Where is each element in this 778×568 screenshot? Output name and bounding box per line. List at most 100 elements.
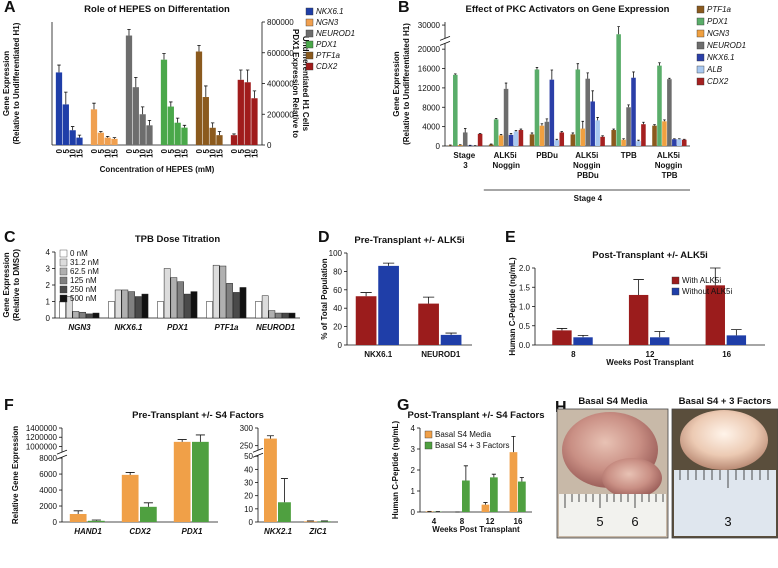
- bar: [590, 101, 595, 146]
- error-bar: [612, 128, 615, 131]
- error-bar: [210, 122, 215, 128]
- bar: [549, 79, 555, 146]
- error-bar: [463, 128, 467, 133]
- x-tick-label: 0: [125, 148, 134, 153]
- error-bar: [266, 435, 274, 439]
- y-axis-label: Relative Gene Expression: [11, 426, 20, 524]
- error-bar: [511, 436, 516, 453]
- bar: [230, 135, 238, 145]
- bar: [195, 51, 203, 145]
- x-tick-label: PDX1: [182, 527, 203, 536]
- y-tick-label: 1: [46, 298, 51, 307]
- bar: [173, 441, 191, 522]
- legend-label: PDX1: [707, 17, 728, 26]
- bar: [544, 121, 550, 146]
- axis-break-mark: [439, 35, 451, 41]
- bar: [183, 293, 191, 319]
- bar: [667, 79, 672, 146]
- y-tick-label: 20: [244, 492, 253, 501]
- ruler: [674, 470, 776, 536]
- error-bar: [280, 478, 288, 503]
- error-bar: [494, 118, 498, 120]
- bar: [275, 312, 282, 319]
- legend-swatch: [59, 285, 68, 294]
- legend-label: NKX6.1: [707, 53, 735, 62]
- y-tick-label: 60: [333, 286, 342, 295]
- y-tick-label: 0: [436, 142, 441, 151]
- legend-swatch: [696, 17, 705, 26]
- x-tick-label: 5: [62, 148, 71, 153]
- x-tick-label: 0: [55, 148, 64, 153]
- bar: [440, 334, 462, 345]
- bar: [657, 65, 662, 146]
- x-tick-label: NEUROD1: [256, 323, 296, 332]
- bar: [518, 130, 524, 146]
- legend-label: 31.2 nM: [70, 258, 99, 267]
- error-bar: [91, 519, 101, 521]
- axis-break-mark: [56, 454, 68, 460]
- legend-label: PTF1a: [707, 5, 732, 14]
- error-bar: [197, 44, 201, 52]
- x-tick-label: 15: [250, 148, 259, 157]
- legend-label: CDX2: [316, 62, 338, 71]
- bar: [108, 301, 115, 319]
- panel-letter: A: [4, 0, 16, 16]
- legend-label: CDX2: [707, 77, 729, 86]
- x-tick-label: 15: [75, 148, 84, 157]
- tissue: [680, 410, 768, 470]
- chart-title: Pre-Transplant +/- ALK5i: [354, 235, 464, 246]
- x-tick-label: Stage 3: [453, 151, 477, 170]
- y-axis-label: Human C-Peptide (ng/mL): [508, 257, 517, 356]
- error-bar: [519, 476, 524, 482]
- x-tick-label: 15: [180, 148, 189, 157]
- bar: [226, 283, 233, 319]
- y-tick-label: 2.0: [519, 264, 531, 273]
- bar: [97, 132, 104, 145]
- bar: [209, 127, 216, 145]
- error-bar: [445, 332, 457, 335]
- bar: [85, 313, 93, 319]
- error-bar: [586, 72, 589, 79]
- bar: [72, 311, 80, 319]
- error-bar: [92, 102, 96, 110]
- bar: [477, 133, 483, 146]
- y-tick-label: 16000: [418, 65, 441, 74]
- ruler-label: 6: [631, 514, 638, 529]
- legend-swatch: [59, 258, 68, 267]
- photo-title: Basal S4 Media: [578, 396, 648, 407]
- bar: [462, 132, 468, 146]
- bar: [534, 69, 540, 146]
- error-bar: [134, 76, 138, 88]
- x-tick-label: 16: [514, 517, 523, 526]
- bar: [55, 72, 63, 145]
- y-tick-label: 1200000: [26, 433, 58, 442]
- legend-swatch: [305, 7, 314, 16]
- bar: [174, 122, 181, 145]
- error-bar: [77, 134, 82, 138]
- error-bar: [637, 139, 640, 142]
- bar: [641, 124, 646, 146]
- axis-break-mark: [56, 449, 68, 455]
- chart-title: Pre-Transplant +/- S4 Factors: [132, 410, 264, 421]
- y-tick-label: 50: [244, 452, 253, 461]
- bar: [90, 109, 98, 145]
- error-bar: [509, 133, 513, 135]
- legend-swatch: [424, 441, 433, 450]
- x-tick-label: PBDu: [536, 151, 558, 160]
- axis-break-mark: [439, 40, 451, 46]
- bar: [288, 312, 296, 319]
- panel-letter: B: [398, 0, 410, 16]
- y-tick-label: 4000: [422, 123, 440, 132]
- bar: [206, 301, 213, 319]
- y2-tick-label: 0: [267, 141, 272, 150]
- error-bar: [147, 120, 152, 126]
- bar: [268, 310, 276, 319]
- legend-swatch: [671, 276, 680, 285]
- bar: [79, 311, 86, 319]
- error-bar: [663, 119, 666, 122]
- bar: [251, 98, 258, 145]
- bar: [509, 452, 518, 512]
- error-bar: [217, 131, 222, 136]
- bar: [244, 82, 251, 145]
